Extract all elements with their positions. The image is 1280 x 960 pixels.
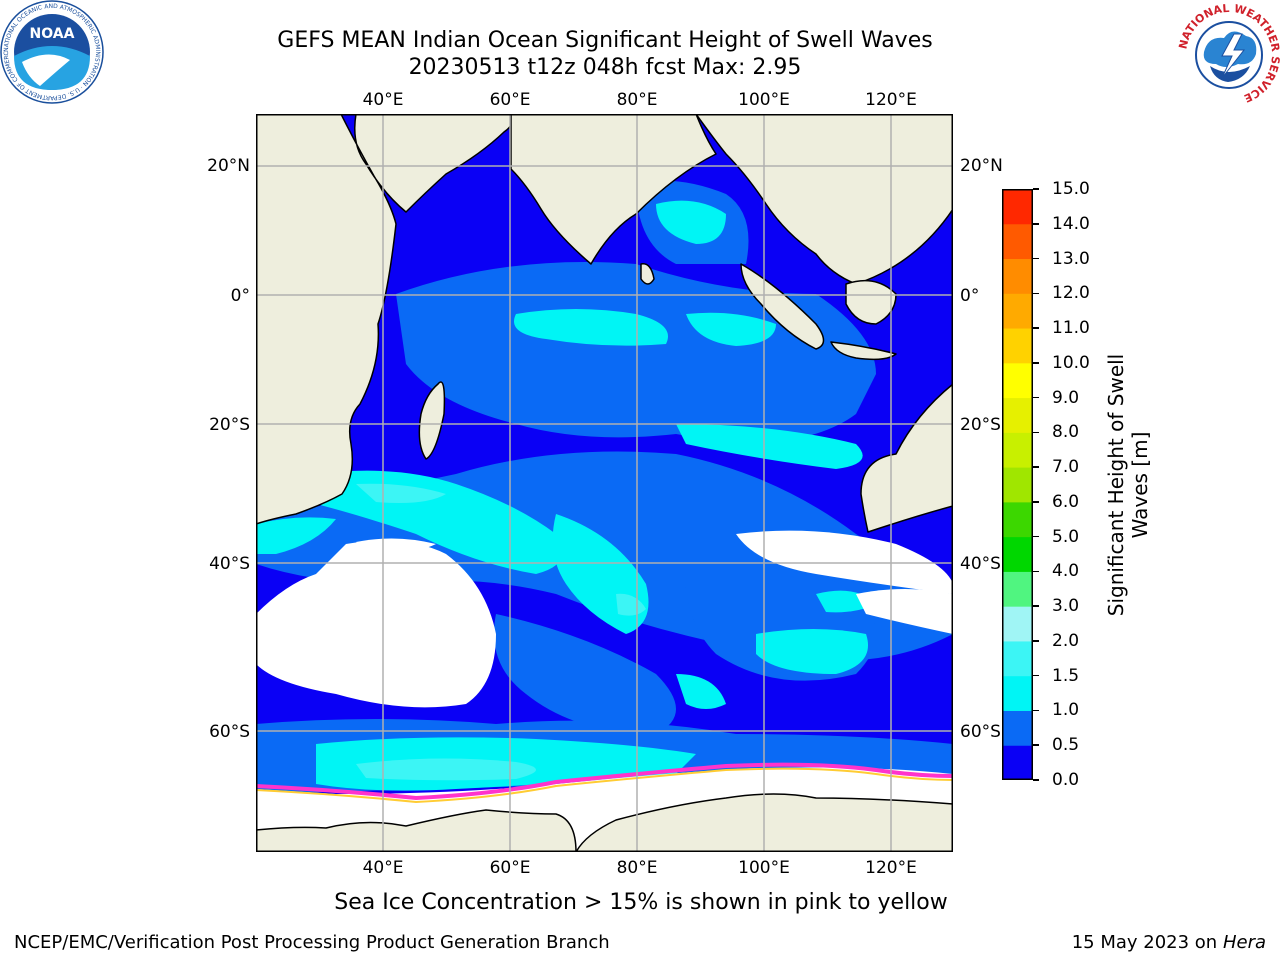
lat-label-left-20s: 20°S	[209, 415, 250, 435]
colorbar-tick-label: 0.5	[1052, 735, 1080, 756]
swell-band-1p5-2p0	[356, 483, 646, 781]
lat-label-left-20n: 20°N	[207, 156, 250, 176]
colorbar-tick-mark	[1033, 674, 1039, 677]
colorbar-segment	[1002, 293, 1033, 329]
colorbar-tick-mark	[1033, 327, 1039, 329]
noaa-logo-text: NOAA	[30, 26, 75, 42]
lat-label-right-60s: 60°S	[960, 722, 1001, 742]
colorbar-segment	[1002, 745, 1033, 781]
colorbar-segment	[1002, 328, 1033, 364]
colorbar-tick-label: 7.0	[1052, 457, 1080, 478]
colorbar-tick-label: 10.0	[1052, 352, 1090, 373]
colorbar-title-line1: Significant Height of Swell	[1104, 353, 1128, 617]
graticule	[256, 114, 953, 852]
lon-label-top-60e: 60°E	[489, 90, 531, 110]
colorbar-segment	[1002, 571, 1033, 607]
colorbar-tick-label: 1.5	[1052, 665, 1080, 686]
colorbar-tick-mark	[1033, 292, 1039, 295]
colorbar-segment	[1002, 432, 1033, 468]
colorbar-segment	[1002, 362, 1033, 399]
map-border	[256, 114, 953, 852]
colorbar-segment	[1002, 189, 1033, 225]
colorbar-tick-mark	[1033, 188, 1039, 190]
map-canvas	[256, 114, 953, 852]
colorbar-segment	[1002, 710, 1033, 746]
sea-ice-edge	[256, 762, 953, 801]
map-subtitle: 20230513 t12z 048h fcst Max: 2.95	[408, 55, 802, 80]
colorbar-tick-mark	[1033, 744, 1039, 746]
colorbar-tick-label: 1.0	[1052, 700, 1080, 721]
colorbar-segment	[1002, 640, 1033, 677]
colorbar-segment	[1002, 536, 1033, 572]
lat-label-right-20n: 20°N	[960, 156, 1003, 176]
colorbar-tick-mark	[1033, 396, 1039, 399]
colorbar-tick-label: 2.0	[1052, 630, 1080, 651]
colorbar-segment	[1002, 258, 1033, 294]
colorbar-tick-mark	[1033, 362, 1039, 364]
lat-label-left-40s: 40°S	[209, 554, 250, 574]
lon-label-bottom-60e: 60°E	[489, 858, 531, 878]
colorbar-border	[1002, 189, 1033, 780]
colorbar-tick-mark	[1033, 570, 1039, 573]
swell-height-map	[256, 114, 953, 852]
colorbar	[1002, 189, 1033, 781]
noaa-logo: NATIONAL OCEANIC AND ATMOSPHERIC ADMINIS…	[0, 0, 105, 109]
colorbar-tick-label: 12.0	[1052, 283, 1090, 304]
colorbar-tick-mark	[1033, 535, 1039, 538]
colorbar-ticks: 0.0 0.5 1.0 1.5 2.0 3.0 4.0 5.0 6.0 7.0 8.0 9.0 10.0…	[1033, 179, 1103, 790]
footer-date: 15 May 2023 on Hera	[1072, 932, 1266, 954]
lat-label-right-40s: 40°S	[960, 554, 1001, 574]
colorbar-segment	[1002, 223, 1033, 260]
colorbar-tick-label: 8.0	[1052, 422, 1080, 443]
colorbar-tick-label: 4.0	[1052, 561, 1080, 582]
colorbar-title-line2: Waves [m]	[1128, 431, 1152, 539]
lat-label-left-60s: 60°S	[209, 722, 250, 742]
colorbar-tick-mark	[1033, 501, 1039, 503]
lon-label-bottom-40e: 40°E	[362, 858, 404, 878]
colorbar-tick-label: 15.0	[1052, 179, 1090, 199]
footer-date-text: 15 May 2023 on	[1071, 932, 1218, 953]
lon-label-bottom-120e: 120°E	[865, 858, 917, 878]
lon-label-top-40e: 40°E	[362, 90, 404, 110]
land-masses	[256, 114, 953, 852]
colorbar-tick-mark	[1033, 466, 1039, 468]
colorbar-segment	[1002, 675, 1033, 711]
colorbar-tick-label: 13.0	[1052, 248, 1090, 269]
colorbar-tick-label: 9.0	[1052, 387, 1080, 408]
footer-credit: NCEP/EMC/Verification Post Processing Pr…	[14, 932, 610, 953]
lat-label-right-0: 0°	[960, 286, 980, 306]
footer-host: Hera	[1222, 932, 1266, 953]
map-title: GEFS MEAN Indian Ocean Significant Heigh…	[277, 28, 933, 53]
colorbar-gradient	[1002, 189, 1033, 781]
lat-label-right-20s: 20°S	[960, 415, 1001, 435]
lat-label-left-0: 0°	[230, 286, 250, 306]
sea-ice-note: Sea Ice Concentration > 15% is shown in …	[334, 890, 948, 915]
colorbar-tick-label: 5.0	[1052, 526, 1080, 547]
colorbar-segment	[1002, 397, 1033, 433]
lon-label-top-120e: 120°E	[865, 90, 917, 110]
colorbar-tick-label: 0.0	[1052, 770, 1080, 790]
colorbar-tick-mark	[1033, 640, 1039, 642]
colorbar-segment	[1002, 606, 1033, 642]
colorbar-tick-label: 6.0	[1052, 491, 1080, 512]
colorbar-tick-label: 14.0	[1052, 213, 1090, 234]
colorbar-tick-label: 11.0	[1052, 318, 1090, 339]
colorbar-segment	[1002, 467, 1033, 503]
lon-label-top-100e: 100°E	[738, 90, 790, 110]
lon-label-bottom-100e: 100°E	[738, 858, 790, 878]
colorbar-tick-mark	[1033, 709, 1039, 712]
colorbar-tick-mark	[1033, 605, 1039, 607]
colorbar-tick-mark	[1033, 223, 1039, 225]
colorbar-segment	[1002, 501, 1033, 538]
lon-label-top-80e: 80°E	[616, 90, 658, 110]
colorbar-tick-label: 3.0	[1052, 596, 1080, 617]
colorbar-tick-mark	[1033, 431, 1039, 434]
nws-logo: NATIONAL WEATHER SERVICE	[1176, 2, 1280, 110]
sea-ice-edge-yellow	[256, 767, 953, 804]
lon-label-bottom-80e: 80°E	[616, 858, 658, 878]
colorbar-tick-mark	[1033, 257, 1039, 260]
colorbar-tick-mark	[1033, 779, 1039, 781]
